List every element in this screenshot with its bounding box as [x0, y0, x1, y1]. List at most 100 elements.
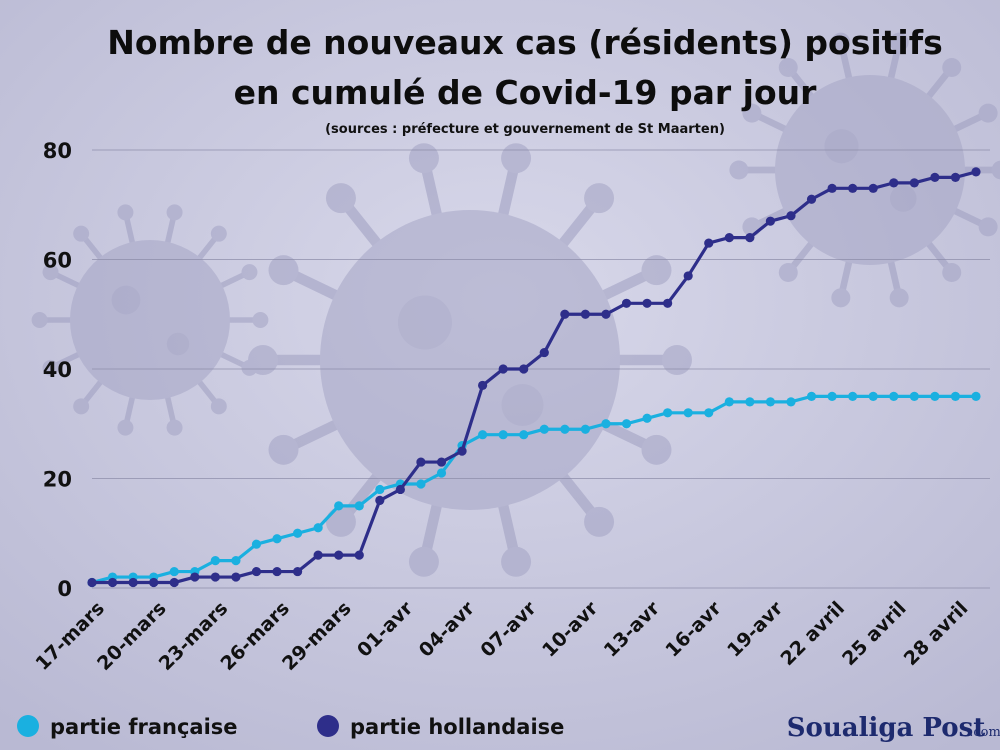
- virus-right-icon: [729, 32, 1000, 308]
- chart-subtitle: (sources : préfecture et gouvernement de…: [325, 122, 725, 137]
- chart-title-line-1: Nombre de nouveaux cas (résidents) posit…: [107, 23, 943, 62]
- data-point: [457, 446, 467, 456]
- data-point: [292, 566, 303, 577]
- data-point: [786, 211, 796, 221]
- data-point: [498, 364, 508, 374]
- data-point: [560, 424, 570, 434]
- data-point: [724, 397, 734, 407]
- legend-marker-french: [17, 715, 39, 737]
- data-point: [827, 183, 837, 193]
- y-tick-label: 80: [43, 139, 72, 163]
- data-point: [950, 391, 961, 401]
- data-point: [272, 534, 282, 544]
- data-point: [149, 577, 159, 588]
- data-point: [375, 495, 385, 505]
- data-point: [478, 380, 488, 391]
- data-point: [395, 484, 405, 495]
- data-point: [663, 298, 673, 308]
- data-point: [169, 566, 179, 577]
- data-point: [621, 419, 632, 429]
- data-point: [292, 528, 303, 538]
- data-point: [765, 397, 776, 407]
- data-point: [560, 309, 570, 319]
- data-point: [169, 577, 179, 588]
- data-point: [909, 391, 919, 401]
- data-point: [971, 167, 981, 177]
- data-point: [724, 233, 734, 243]
- data-point: [354, 550, 364, 560]
- data-point: [868, 183, 878, 193]
- data-point: [642, 413, 652, 423]
- data-point: [745, 397, 755, 407]
- data-point: [231, 556, 241, 566]
- brand-name: Soualiga Post: [787, 713, 986, 743]
- data-point: [889, 391, 899, 401]
- data-point: [765, 216, 776, 226]
- data-point: [806, 391, 817, 401]
- data-point: [313, 550, 323, 560]
- data-point: [539, 347, 549, 358]
- data-point: [519, 430, 529, 440]
- y-tick-label: 20: [43, 468, 72, 492]
- data-point: [848, 391, 858, 401]
- data-point: [642, 298, 652, 308]
- series-layer: [87, 167, 981, 588]
- data-point: [868, 391, 878, 401]
- y-axis-tick-labels: 0 20 40 60 80: [43, 139, 72, 601]
- data-point: [580, 424, 590, 434]
- data-point: [806, 194, 817, 204]
- data-point: [683, 271, 693, 281]
- data-point: [704, 408, 714, 418]
- y-tick-label: 60: [43, 249, 72, 273]
- data-point: [786, 397, 796, 407]
- data-point: [663, 408, 673, 418]
- data-point: [354, 501, 364, 511]
- data-point: [231, 572, 241, 582]
- data-point: [334, 550, 344, 560]
- virus-center-icon: [248, 143, 692, 577]
- data-point: [704, 238, 714, 248]
- y-tick-label: 40: [43, 358, 72, 382]
- data-point: [375, 484, 385, 495]
- legend: partie française partie hollandaise: [17, 715, 564, 739]
- data-point: [539, 424, 549, 434]
- data-point: [107, 577, 118, 588]
- data-point: [436, 468, 447, 478]
- y-tick-label: 0: [57, 577, 72, 601]
- data-point: [950, 172, 961, 182]
- data-point: [683, 408, 693, 418]
- data-point: [930, 172, 940, 182]
- data-point: [601, 419, 611, 429]
- data-point: [848, 183, 858, 193]
- data-point: [436, 457, 447, 467]
- data-point: [909, 178, 919, 188]
- series-1: [87, 167, 981, 588]
- data-point: [827, 391, 837, 401]
- data-point: [498, 430, 508, 440]
- data-point: [930, 391, 940, 401]
- data-point: [601, 309, 611, 319]
- data-point: [251, 566, 262, 577]
- data-point: [478, 430, 488, 440]
- brand-logo: Soualiga Post .com: [787, 713, 1000, 743]
- grid-lines: [92, 149, 990, 589]
- brand-suffix: .com: [969, 725, 1000, 740]
- data-point: [971, 391, 981, 401]
- data-point: [416, 479, 426, 489]
- data-point: [210, 572, 220, 582]
- data-point: [251, 539, 262, 549]
- legend-marker-dutch: [317, 715, 339, 737]
- data-point: [313, 523, 323, 533]
- data-point: [519, 364, 529, 374]
- legend-label-dutch: partie hollandaise: [350, 715, 564, 739]
- data-point: [889, 178, 899, 188]
- virus-illustrations: [31, 32, 1000, 577]
- data-point: [210, 556, 220, 566]
- virus-left-icon: [31, 204, 269, 436]
- data-point: [272, 566, 282, 577]
- data-point: [580, 309, 590, 319]
- data-point: [416, 457, 426, 467]
- chart-title-line-2: en cumulé de Covid-19 par jour: [234, 73, 818, 112]
